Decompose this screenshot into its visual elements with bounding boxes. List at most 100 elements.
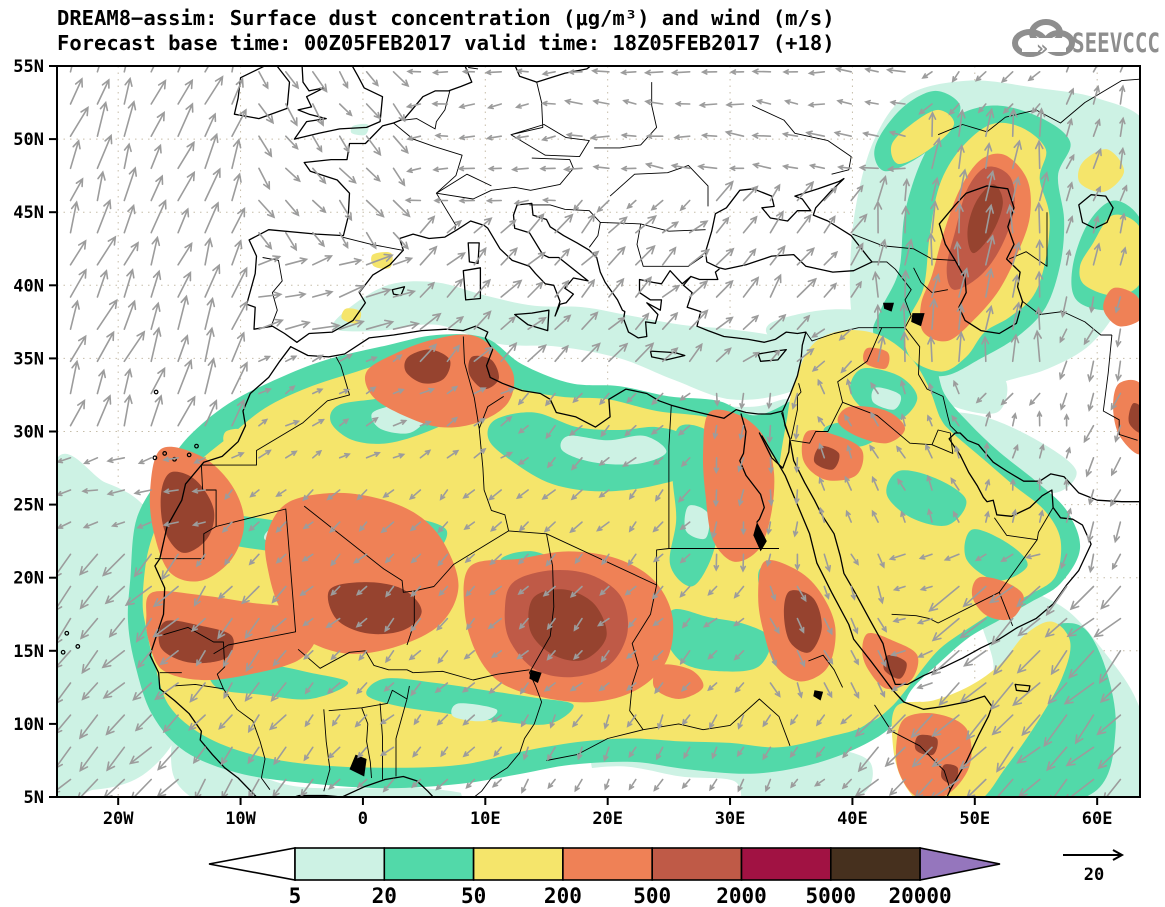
wind-arrow [740,521,747,536]
wind-arrow [1092,66,1098,73]
wind-arrow [817,378,826,395]
wind-arrow [783,99,799,105]
wind-arrow [78,714,99,740]
wind-arrow [338,199,353,222]
wind-arrow [931,714,960,738]
wind-arrow [79,617,99,640]
x-tick-label: 0 [358,809,368,829]
wind-arrow [379,746,395,757]
wind-arrow [285,320,311,330]
wind-arrow [681,714,691,726]
wind-arrow [408,650,422,661]
wind-arrow [220,746,233,766]
colorbar-tick-label: 2000 [716,884,767,907]
wind-arrow [873,303,882,330]
wind-arrow [823,585,830,600]
wind-arrow [870,381,879,395]
wind-arrow [545,424,556,440]
wind-arrow [204,167,221,202]
wind-arrow [338,388,351,395]
wind-arrow [974,71,987,82]
wind-arrow [1119,84,1126,105]
wind-arrow [268,714,287,731]
wind-arrow [844,475,852,491]
wind-arrow [419,343,438,363]
wind-arrow [1109,489,1122,507]
wind-arrow [927,382,934,395]
wind-arrow [626,682,637,692]
wind-arrow [781,131,799,138]
wind-arrow [877,174,888,202]
wind-arrow [409,521,422,532]
wind-arrow [204,263,221,298]
wind-arrow [82,521,99,529]
coastline-island [514,309,550,332]
wind-arrow [815,714,826,727]
wind-arrow [764,778,772,793]
wind-reference: 20 [1063,849,1125,885]
wind-arrow [928,110,937,137]
wind-arrow [101,650,126,669]
wind-arrow [892,585,906,592]
wind-arrow [621,457,637,467]
wind-arrow [661,311,679,330]
wind-arrow [900,379,906,395]
dust-region-drk-chad-core [528,589,607,661]
colorbar-over-arrow [919,847,1001,881]
wind-arrow [1016,746,1041,764]
wind-arrow [823,682,833,699]
wind-arrow [921,71,933,79]
wind-arrow [465,617,476,631]
wind-arrow [365,71,379,87]
lakes-layer [349,302,925,777]
wind-arrow [384,617,395,633]
wind-arrow [541,197,556,203]
wind-arrow [850,650,859,666]
wind-arrow [437,521,449,534]
wind-arrow [707,585,718,596]
wind-arrow [985,304,994,330]
wind-arrow [527,251,547,266]
wind-arrow [1114,296,1122,314]
wind-arrow [844,414,852,427]
wind-arrow [769,585,777,602]
wind-arrow [858,164,879,171]
wind-arrow [1047,682,1068,705]
wind-arrow [258,355,272,363]
wind-arrow [1065,117,1073,137]
wind-arrow [191,488,206,494]
wind-arrow [96,330,115,363]
wind-arrow [258,388,273,395]
wind-arrow [891,682,906,692]
x-tick-label: 20E [592,809,623,829]
wind-arrow [628,746,637,759]
wind-arrow [312,199,327,214]
wind-arrow [573,617,583,632]
coastline-island [462,267,482,301]
wind-arrow [674,101,691,107]
wind-arrow [409,617,422,633]
wind-arrow [918,553,933,560]
wind-arrow [123,367,133,395]
country-border [473,685,543,797]
dust-region-cyan-iraq-dot [871,387,902,410]
wind-arrow [931,136,942,170]
wind-arrow [96,133,113,170]
y-tick-label: 25N [13,496,44,516]
wind-arrow [1000,71,1014,84]
wind-arrow [312,71,328,93]
wind-arrow [818,506,826,523]
wind-arrow [384,553,395,564]
wind-arrow [437,650,449,664]
wind-arrow [688,309,709,330]
dust-region-cyan-mediterranean [332,281,825,400]
wind-arrow [624,585,637,596]
island-dot [153,389,159,395]
wind-arrow [231,361,248,395]
wind-arrow [644,162,664,170]
wind-arrow [959,682,987,703]
wind-arrow [488,585,502,596]
wind-arrow [985,234,996,266]
wind-arrow [458,134,476,141]
wind-arrow [463,650,476,660]
